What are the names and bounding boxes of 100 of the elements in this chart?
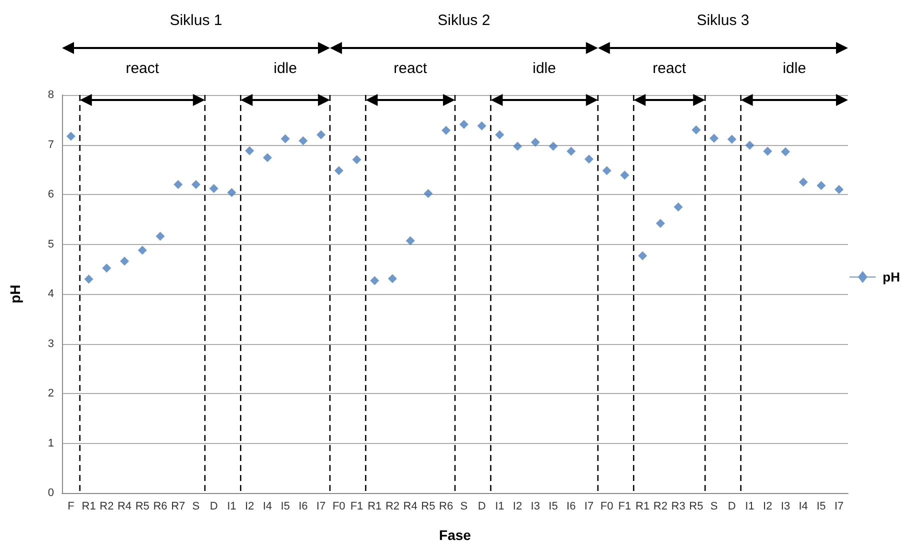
x-tick-label: F [68, 500, 75, 512]
point [477, 121, 486, 130]
x-tick-label: D [728, 500, 736, 512]
point [584, 154, 594, 164]
point [298, 136, 308, 146]
x-tick-label: I3 [530, 500, 540, 512]
point [530, 138, 540, 147]
x-tick-label: I6 [298, 500, 308, 512]
point [620, 170, 630, 180]
legend-label: pH [882, 270, 900, 284]
x-tick-label: F0 [600, 500, 614, 512]
text: react [652, 60, 687, 77]
x-tick-label: I5 [280, 500, 290, 512]
y-tick-label: 4 [48, 288, 54, 300]
point [191, 180, 200, 190]
x-tick-label: R2 [653, 500, 668, 512]
point [566, 146, 576, 156]
point [548, 142, 558, 151]
text: idle [274, 60, 297, 77]
x-tick-label: R1 [82, 500, 96, 512]
x-tick-label: R5 [135, 500, 150, 512]
point [388, 274, 397, 284]
x-tick-label: R6 [153, 500, 168, 512]
point [495, 130, 504, 140]
point [120, 256, 130, 266]
x-tick-label: R1 [368, 500, 382, 512]
x-axis-title: Fase [439, 527, 472, 543]
point [692, 125, 701, 134]
y-axis-title: pH [7, 284, 23, 304]
y-tick-label: 1 [48, 437, 54, 450]
x-tick-label: I7 [584, 500, 594, 512]
point [245, 146, 254, 156]
point [370, 276, 380, 286]
x-tick-label: R2 [385, 500, 400, 512]
point [710, 134, 719, 143]
point [352, 155, 362, 164]
y-tick-label: 6 [48, 188, 54, 200]
point [459, 120, 468, 129]
point [138, 246, 147, 255]
point [798, 178, 808, 187]
x-tick-label: I6 [566, 500, 576, 512]
x-tick-label: S [460, 500, 468, 512]
x-tick-label: I2 [763, 500, 772, 512]
point [66, 132, 76, 141]
x-tick-label: S [710, 500, 718, 512]
y-tick-label: 7 [48, 138, 54, 151]
point [816, 181, 826, 190]
y-tick-label: 0 [48, 487, 54, 499]
x-tick-label: F1 [618, 500, 632, 512]
x-tick-label: D [478, 500, 486, 512]
point [174, 180, 183, 190]
x-tick-label: I4 [798, 500, 808, 512]
text: Siklus 3 [696, 12, 750, 29]
point [262, 153, 272, 162]
point [638, 251, 648, 260]
point [727, 134, 736, 144]
x-tick-label: R6 [439, 500, 454, 512]
point [763, 146, 772, 156]
point [280, 134, 290, 144]
point [406, 236, 415, 246]
point [442, 126, 451, 135]
point [745, 140, 754, 150]
x-tick-label: R5 [689, 500, 704, 512]
y-tick-label: 5 [48, 238, 54, 250]
x-tick-label: R3 [671, 500, 686, 512]
x-tick-label: I1 [745, 500, 754, 512]
point [424, 189, 433, 198]
x-tick-label: S [192, 500, 200, 512]
text: react [394, 60, 428, 77]
x-tick-label: R5 [421, 500, 436, 512]
point [656, 218, 665, 228]
point [334, 166, 344, 176]
point [674, 202, 683, 212]
x-tick-label: D [210, 500, 218, 512]
text: Siklus 1 [170, 12, 222, 29]
x-tick-label: R2 [100, 500, 114, 512]
x-tick-label: I5 [548, 500, 558, 512]
x-tick-label: I4 [262, 500, 272, 512]
x-tick-label: I7 [316, 500, 326, 512]
point [513, 142, 522, 151]
x-tick-label: I2 [512, 500, 522, 512]
y-tick-label: 8 [48, 89, 54, 101]
point [780, 147, 790, 156]
x-tick-label: I7 [834, 500, 844, 512]
x-tick-label: F0 [332, 500, 346, 512]
x-tick-label: I2 [244, 500, 254, 512]
point [316, 130, 326, 140]
x-tick-label: R4 [117, 500, 132, 512]
x-tick-label: R4 [403, 500, 418, 512]
point [602, 166, 612, 176]
point [227, 188, 236, 198]
y-tick-label: 2 [48, 388, 54, 400]
point [84, 274, 94, 284]
point [156, 232, 165, 241]
x-tick-label: I3 [780, 500, 790, 512]
x-tick-label: R1 [636, 500, 650, 512]
y-tick-label: 3 [48, 338, 54, 350]
text: Siklus 2 [438, 12, 490, 29]
text: idle [532, 60, 556, 77]
point [102, 264, 112, 273]
